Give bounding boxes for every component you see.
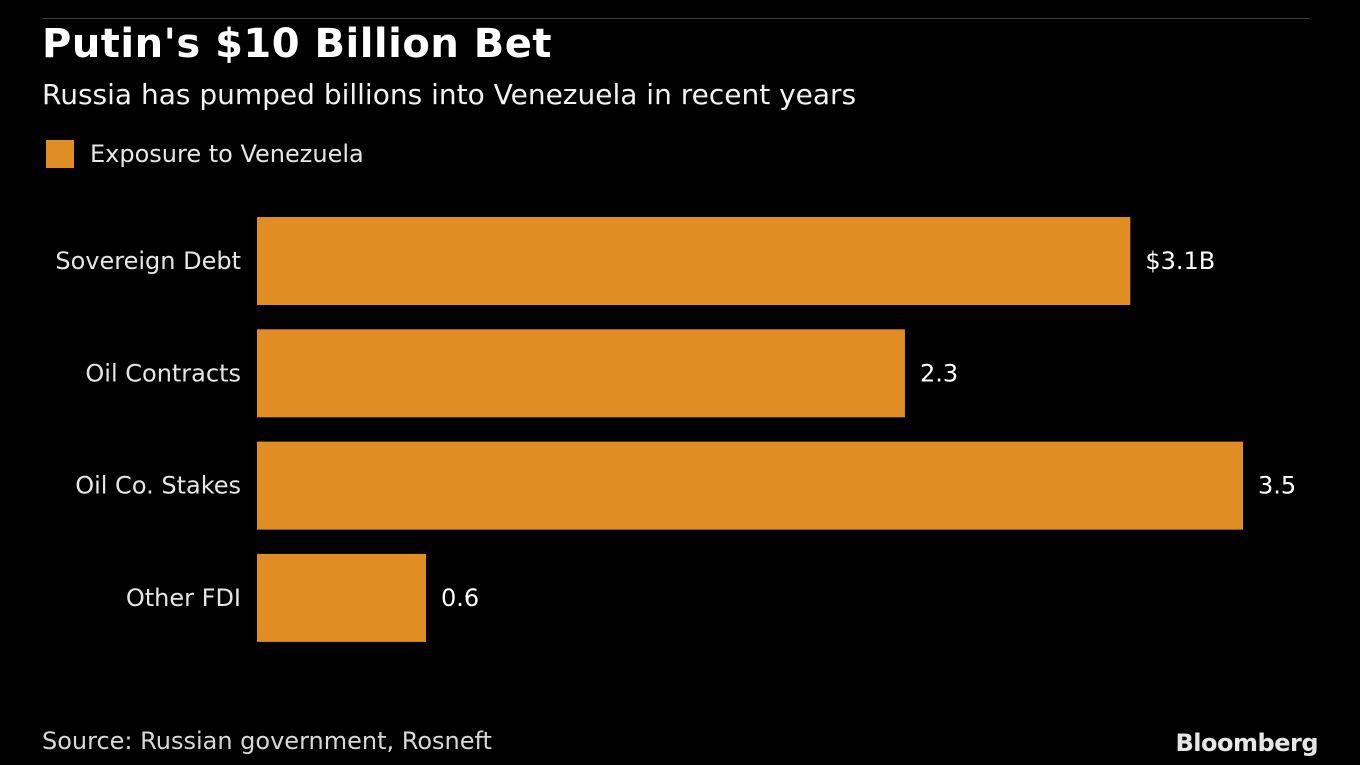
- bloomberg-logo: Bloomberg: [1175, 729, 1319, 757]
- chart-subtitle: Russia has pumped billions into Venezuel…: [42, 78, 857, 111]
- top-rule: [42, 18, 1310, 19]
- data-label: 0.6: [441, 584, 479, 612]
- bar: [257, 553, 427, 642]
- category-label: Oil Contracts: [85, 359, 241, 387]
- bar: [257, 329, 905, 418]
- data-label: 3.5: [1258, 472, 1296, 500]
- source-note: Source: Russian government, Rosneft: [42, 727, 492, 755]
- category-label: Oil Co. Stakes: [75, 472, 241, 500]
- bar: [257, 217, 1131, 305]
- legend: Exposure to Venezuela: [46, 136, 364, 172]
- data-label: $3.1B: [1145, 247, 1215, 275]
- data-label: 2.3: [920, 359, 958, 387]
- legend-label: Exposure to Venezuela: [90, 140, 364, 168]
- category-label: Other FDI: [126, 584, 241, 612]
- category-label: Sovereign Debt: [55, 247, 241, 275]
- bar: [257, 441, 1243, 530]
- legend-swatch: [46, 140, 74, 168]
- chart-title: Putin's $10 Billion Bet: [42, 21, 552, 67]
